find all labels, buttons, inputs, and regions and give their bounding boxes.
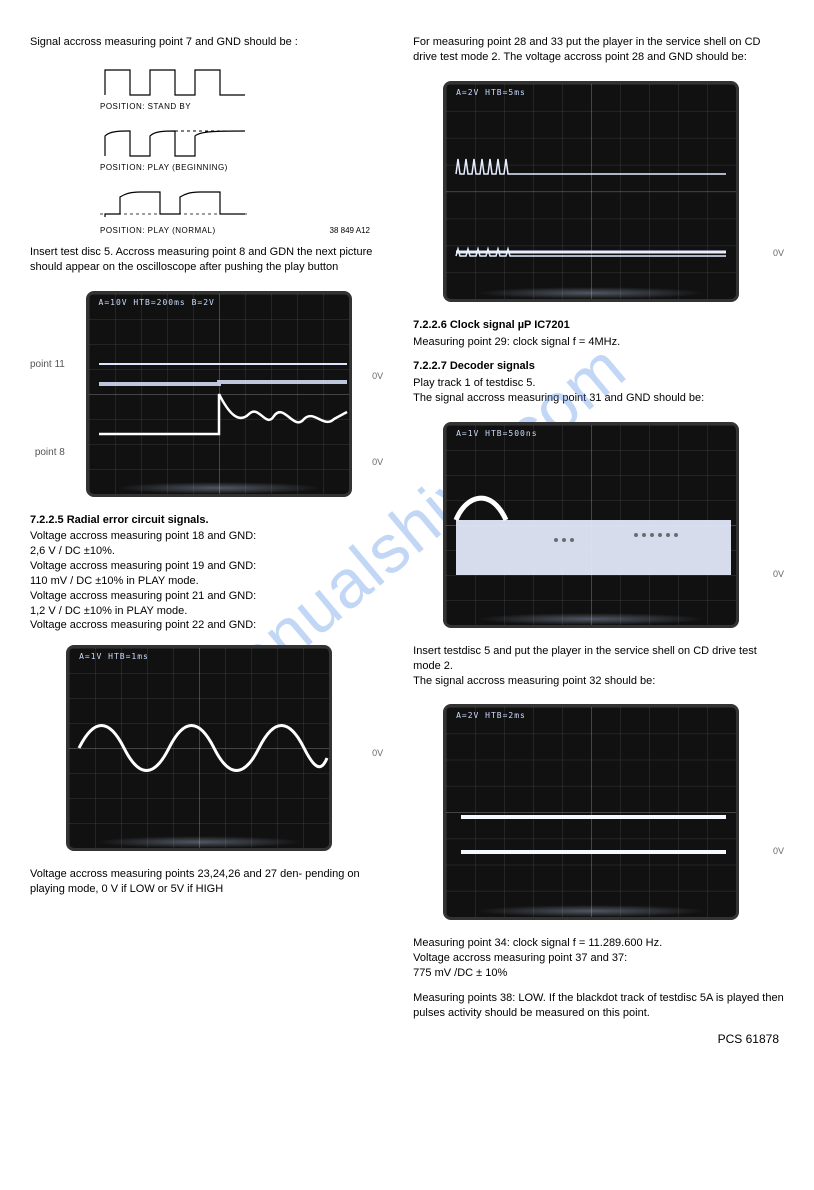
zero-volt-label: 0V <box>372 457 383 467</box>
sec225-line: Voltage accross measuring point 18 and G… <box>30 530 256 542</box>
waveform-diagram-play-begin <box>100 121 383 161</box>
sec227-line2: The signal accross measuring point 31 an… <box>413 391 784 406</box>
waveform-diagram-standby <box>100 60 383 100</box>
zero-volt-label: 0V <box>773 248 784 258</box>
sec225-line: 1,2 V / DC ±10% in PLAY mode. <box>30 605 187 617</box>
right-para-775mv: 775 mV /DC ± 10% <box>413 966 784 981</box>
scope-row-left-2: A=1V HTB=1ms 0V <box>30 639 383 857</box>
right-para-point37: Voltage accross measuring point 37 and 3… <box>413 951 784 966</box>
scope-label-point8: point 8 <box>30 447 65 458</box>
left-para-points-23-27: Voltage accross measuring points 23,24,2… <box>30 867 383 897</box>
waveform-caption-play-normal: POSITION: PLAY (NORMAL) <box>100 226 216 235</box>
sec225-line: Voltage accross measuring point 22 and G… <box>30 619 256 631</box>
oscilloscope-image-left-1: A=10V HTB=200ms B=2V <box>86 291 352 497</box>
two-column-layout: Signal accross measuring point 7 and GND… <box>30 35 784 1031</box>
oscilloscope-image-right-1: A=2V HTB=5ms <box>443 81 739 302</box>
section-7227-heading: 7.2.2.7 Decoder signals <box>413 359 784 374</box>
right-para-point32: The signal accross measuring point 32 sh… <box>413 674 784 689</box>
right-para-point38: Measuring points 38: LOW. If the blackdo… <box>413 991 784 1021</box>
oscilloscope-image-right-2: A=1V HTB=500ns <box>443 422 739 628</box>
scope-row-right-3: A=2V HTB=2ms 0V <box>413 698 784 926</box>
scope-row-left-1: point 11 point 8 A=10V HTB=200ms B=2V 0 <box>30 285 383 503</box>
left-intro-text: Signal accross measuring point 7 and GND… <box>30 35 383 50</box>
right-para-testdisc5-mode2: Insert testdisc 5 and put the player in … <box>413 644 784 674</box>
diagram-reference-code: 38 849 A12 <box>330 226 370 245</box>
sec225-line: Voltage accross measuring point 21 and G… <box>30 590 256 602</box>
zero-volt-label: 0V <box>372 371 383 381</box>
zero-volt-label: 0V <box>372 748 383 758</box>
scope-row-right-1: A=2V HTB=5ms 0V <box>413 75 784 308</box>
sec225-line: 110 mV / DC ±10% in PLAY mode. <box>30 575 199 587</box>
left-para-testdisc5: Insert test disc 5. Accross measuring po… <box>30 245 383 275</box>
waveform-caption-standby: POSITION: STAND BY <box>100 102 383 111</box>
sec227-line1: Play track 1 of testdisc 5. <box>413 376 784 391</box>
scope-row-right-2: A=1V HTB=500ns 0V <box>413 416 784 634</box>
oscilloscope-image-left-2: A=1V HTB=1ms <box>66 645 332 851</box>
sec226-line: Measuring point 29: clock signal f = 4MH… <box>413 335 784 350</box>
right-column: For measuring point 28 and 33 put the pl… <box>413 35 784 1031</box>
left-column: Signal accross measuring point 7 and GND… <box>30 35 383 1031</box>
scope-label-point11: point 11 <box>30 359 65 370</box>
waveform-caption-play-begin: POSITION: PLAY (BEGINNING) <box>100 163 383 172</box>
section-7225-heading: 7.2.2.5 Radial error circuit signals. <box>30 513 383 528</box>
right-para-point34: Measuring point 34: clock signal f = 11.… <box>413 936 784 951</box>
zero-volt-label: 0V <box>773 846 784 856</box>
sec225-line: 2,6 V / DC ±10%. <box>30 545 115 557</box>
page-footer-code: PCS 61878 <box>718 1032 779 1046</box>
section-7226-heading: 7.2.2.6 Clock signal µP IC7201 <box>413 318 784 333</box>
right-intro-text: For measuring point 28 and 33 put the pl… <box>413 35 784 65</box>
sec225-line: Voltage accross measuring point 19 and G… <box>30 560 256 572</box>
oscilloscope-image-right-3: A=2V HTB=2ms <box>443 704 739 920</box>
waveform-diagram-play-normal <box>100 182 383 222</box>
zero-volt-label: 0V <box>773 569 784 579</box>
